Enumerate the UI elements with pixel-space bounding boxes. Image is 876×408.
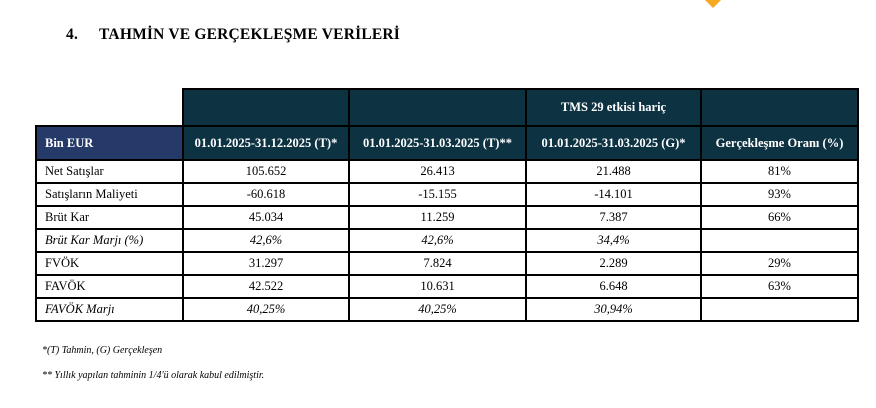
cell-value: 42,6% [182,228,350,253]
row-label: Brüt Kar [35,205,184,230]
cell-value: 21.488 [525,159,702,184]
cell-value: 11.259 [348,205,527,230]
cell-value: 26.413 [348,159,527,184]
cell-value: 40,25% [182,297,350,322]
cell-value: 29% [700,251,859,276]
cell-value [700,228,859,253]
table-row-favok-marji: FAVÖK Marjı 40,25% 40,25% 30,94% [35,297,859,322]
group-header-blank-2 [348,88,527,127]
cell-value: 42.522 [182,274,350,299]
group-header-blank-3 [700,88,859,127]
cell-value: 40,25% [348,297,527,322]
table-row-fvok: FVÖK 31.297 7.824 2.289 29% [35,251,859,276]
table-row-brut-kar: Brüt Kar 45.034 11.259 7.387 66% [35,205,859,230]
section-title: 4. TAHMİN VE GERÇEKLEŞME VERİLERİ [66,26,400,44]
group-header-blank-1 [182,88,350,127]
table-row-favok: FAVÖK 42.522 10.631 6.648 63% [35,274,859,299]
table-header-row: Bin EUR 01.01.2025-31.12.2025 (T)* 01.01… [35,125,859,161]
cell-value: 45.034 [182,205,350,230]
column-header-annual-forecast: 01.01.2025-31.12.2025 (T)* [182,125,350,161]
row-label: Brüt Kar Marjı (%) [35,228,184,253]
forecast-realization-table: TMS 29 etkisi hariç Bin EUR 01.01.2025-3… [35,88,859,322]
cell-value: 7.824 [348,251,527,276]
column-header-q1-actual: 01.01.2025-31.03.2025 (G)* [525,125,702,161]
cell-value: -15.155 [348,182,527,207]
row-label: FAVÖK [35,274,184,299]
section-number: 4. [66,26,79,43]
cell-value: 63% [700,274,859,299]
cell-value: -14.101 [525,182,702,207]
cell-value: 31.297 [182,251,350,276]
cell-value: 34,4% [525,228,702,253]
row-label: FVÖK [35,251,184,276]
section-title-text: TAHMİN VE GERÇEKLEŞME VERİLERİ [99,26,401,43]
cell-value: -60.618 [182,182,350,207]
cell-value: 6.648 [525,274,702,299]
empty-corner-cell [36,89,183,126]
row-label: Net Satışlar [35,159,184,184]
footnote-1: *(T) Tahmin, (G) Gerçekleşen [42,345,163,356]
table-row-net-satislar: Net Satışlar 105.652 26.413 21.488 81% [35,159,859,184]
cell-value: 42,6% [348,228,527,253]
column-header-bin-eur: Bin EUR [35,125,184,161]
logo-triangle-icon [703,0,723,8]
cell-value: 2.289 [525,251,702,276]
cell-value: 30,94% [525,297,702,322]
table-row-satislarin-maliyeti: Satışların Maliyeti -60.618 -15.155 -14.… [35,182,859,207]
column-header-q1-forecast: 01.01.2025-31.03.2025 (T)** [348,125,527,161]
cell-value: 81% [700,159,859,184]
cell-value: 66% [700,205,859,230]
cell-value: 7.387 [525,205,702,230]
group-header-tms29: TMS 29 etkisi hariç [525,88,702,127]
row-label: Satışların Maliyeti [35,182,184,207]
column-header-realization-rate: Gerçekleşme Oranı (%) [700,125,859,161]
cell-value: 93% [700,182,859,207]
row-label: FAVÖK Marjı [35,297,184,322]
footnote-2: ** Yıllık yapılan tahminin 1/4'ü olarak … [42,370,265,381]
cell-value: 105.652 [182,159,350,184]
table-group-header-row: TMS 29 etkisi hariç [36,88,859,127]
cell-value: 10.631 [348,274,527,299]
table-row-brut-kar-marji: Brüt Kar Marjı (%) 42,6% 42,6% 34,4% [35,228,859,253]
cell-value [700,297,859,322]
